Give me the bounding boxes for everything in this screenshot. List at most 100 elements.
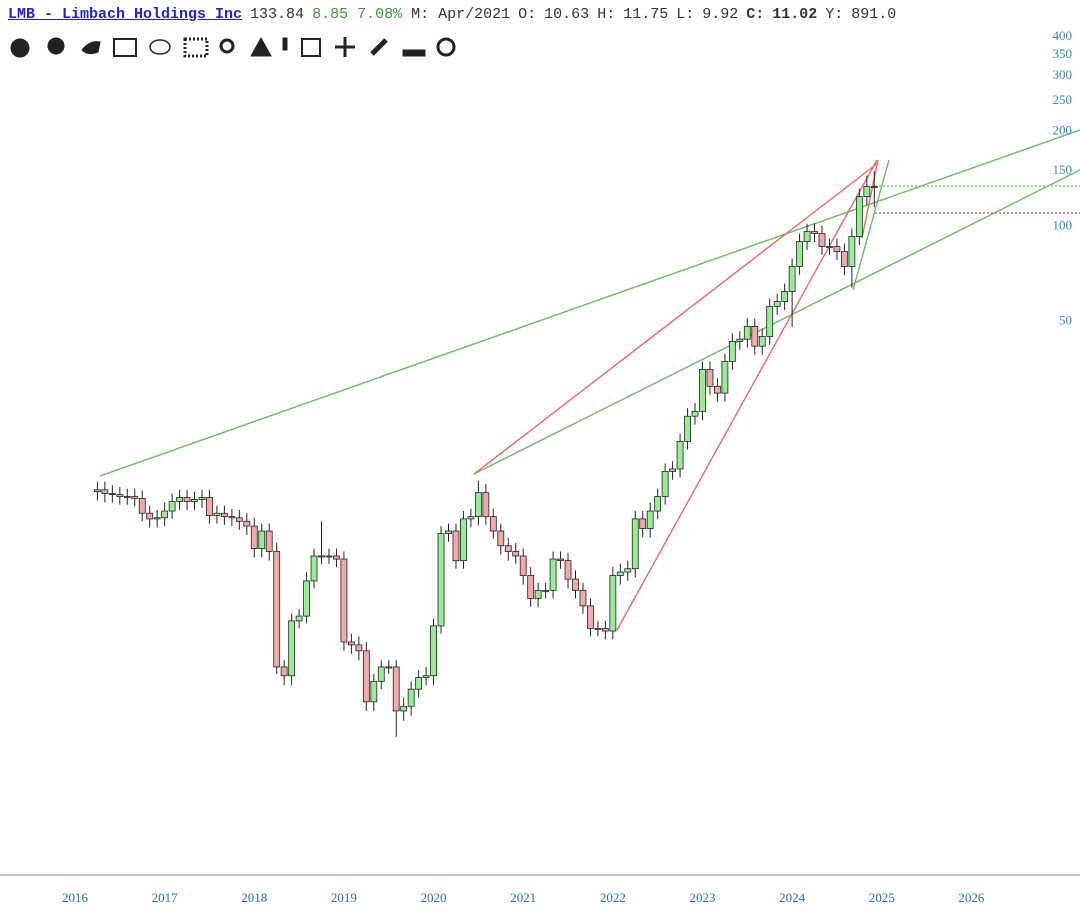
y-tick-label: 250 [1053, 92, 1073, 107]
candle-body [228, 516, 236, 519]
comment-icon[interactable] [149, 39, 171, 55]
link-icon[interactable] [370, 38, 388, 56]
candle-body [504, 545, 512, 552]
value: 11.02 [772, 6, 818, 23]
move-icon[interactable] [335, 37, 355, 57]
candle-body [489, 516, 497, 532]
trendline [616, 159, 878, 631]
x-tick-label: 2018 [241, 890, 267, 905]
candle-body [841, 251, 848, 267]
dashboard-icon[interactable] [10, 38, 30, 58]
candle-body [325, 555, 333, 558]
candle-body [534, 589, 542, 599]
candle-body [594, 628, 602, 630]
search-icon[interactable] [219, 38, 235, 54]
candle-body [773, 301, 781, 307]
candle-body [796, 241, 803, 267]
candle-body [661, 471, 669, 497]
label: Y: [825, 6, 844, 23]
symbol-link[interactable]: LMB - Limbach Holdings Inc [8, 6, 243, 23]
alert-icon[interactable] [282, 37, 288, 51]
users-icon[interactable] [47, 37, 65, 55]
candle-body [146, 512, 154, 520]
candle-body [467, 516, 475, 520]
drawings [99, 129, 1080, 631]
refresh-icon[interactable] [436, 37, 456, 57]
candle-body [303, 580, 310, 617]
x-tick-label: 2022 [600, 890, 626, 905]
candle-body [572, 578, 579, 591]
candle-body [213, 512, 221, 516]
candle-body [714, 385, 721, 394]
triangle-icon[interactable] [250, 36, 272, 57]
x-tick-label: 2021 [510, 890, 536, 905]
trendline [852, 159, 890, 291]
list-icon[interactable] [183, 37, 209, 58]
trendline [473, 169, 1080, 475]
candle-body [818, 233, 826, 247]
candle-body [318, 555, 325, 558]
candle-body [116, 494, 124, 497]
candle-body [549, 558, 557, 591]
candle-body [288, 620, 296, 677]
candle-body [609, 575, 617, 632]
candle-body [758, 336, 766, 347]
calendar-icon[interactable] [301, 38, 321, 57]
price: 133.84 [250, 6, 305, 23]
candle-body [138, 498, 146, 514]
candle-body [684, 415, 691, 442]
candle-body [265, 530, 273, 552]
y-tick-label: 300 [1053, 67, 1073, 82]
value: 9.92 [702, 6, 739, 23]
x-tick-label: 2025 [869, 890, 895, 905]
x-tick-label: 2026 [958, 890, 985, 905]
candle-body [445, 530, 452, 534]
candle-body [273, 551, 281, 668]
candle-body [347, 641, 355, 646]
candle-body [616, 571, 624, 576]
candle-body [415, 677, 423, 690]
trendline [473, 162, 879, 475]
candle-body [258, 530, 266, 549]
candle-body [706, 368, 714, 387]
candle-body [699, 368, 706, 412]
candle-body [370, 680, 378, 703]
header: LMB - Limbach Holdings Inc 133.84 8.85 7.0… [8, 6, 1080, 23]
candle-body [422, 675, 430, 678]
candle-body [250, 525, 258, 549]
candle-body [512, 551, 520, 557]
candle-body [362, 650, 370, 703]
value: 891.0 [851, 6, 897, 23]
candle-body [781, 291, 789, 302]
candle-body [527, 575, 535, 599]
y-tick-label: 400 [1053, 28, 1073, 43]
candle-body [131, 496, 139, 499]
candle-body [474, 492, 482, 518]
candle-body [243, 520, 251, 527]
candle-body [377, 666, 385, 682]
candle-body [811, 231, 818, 234]
candle-body [826, 246, 833, 248]
trendline [861, 159, 879, 239]
change-pct: 7.08% [357, 6, 403, 23]
candle-body [848, 236, 856, 267]
candle-body [168, 501, 176, 512]
candle-body [482, 492, 490, 518]
candle-body [654, 496, 662, 512]
candle-body [280, 666, 288, 677]
candle-body [691, 410, 699, 417]
candle-body [392, 666, 400, 712]
twitter-icon[interactable] [81, 41, 101, 55]
candle-body [206, 497, 213, 516]
x-tick-label: 2020 [421, 890, 447, 905]
candle-body [191, 499, 198, 502]
candle-body [721, 361, 729, 394]
download-icon[interactable] [402, 49, 426, 57]
candle-body [153, 517, 161, 520]
y-tick-label: 50 [1059, 312, 1072, 327]
candle-body [728, 340, 736, 362]
image-icon[interactable] [113, 38, 137, 57]
candle-body [766, 305, 774, 337]
candle-body [587, 605, 594, 629]
